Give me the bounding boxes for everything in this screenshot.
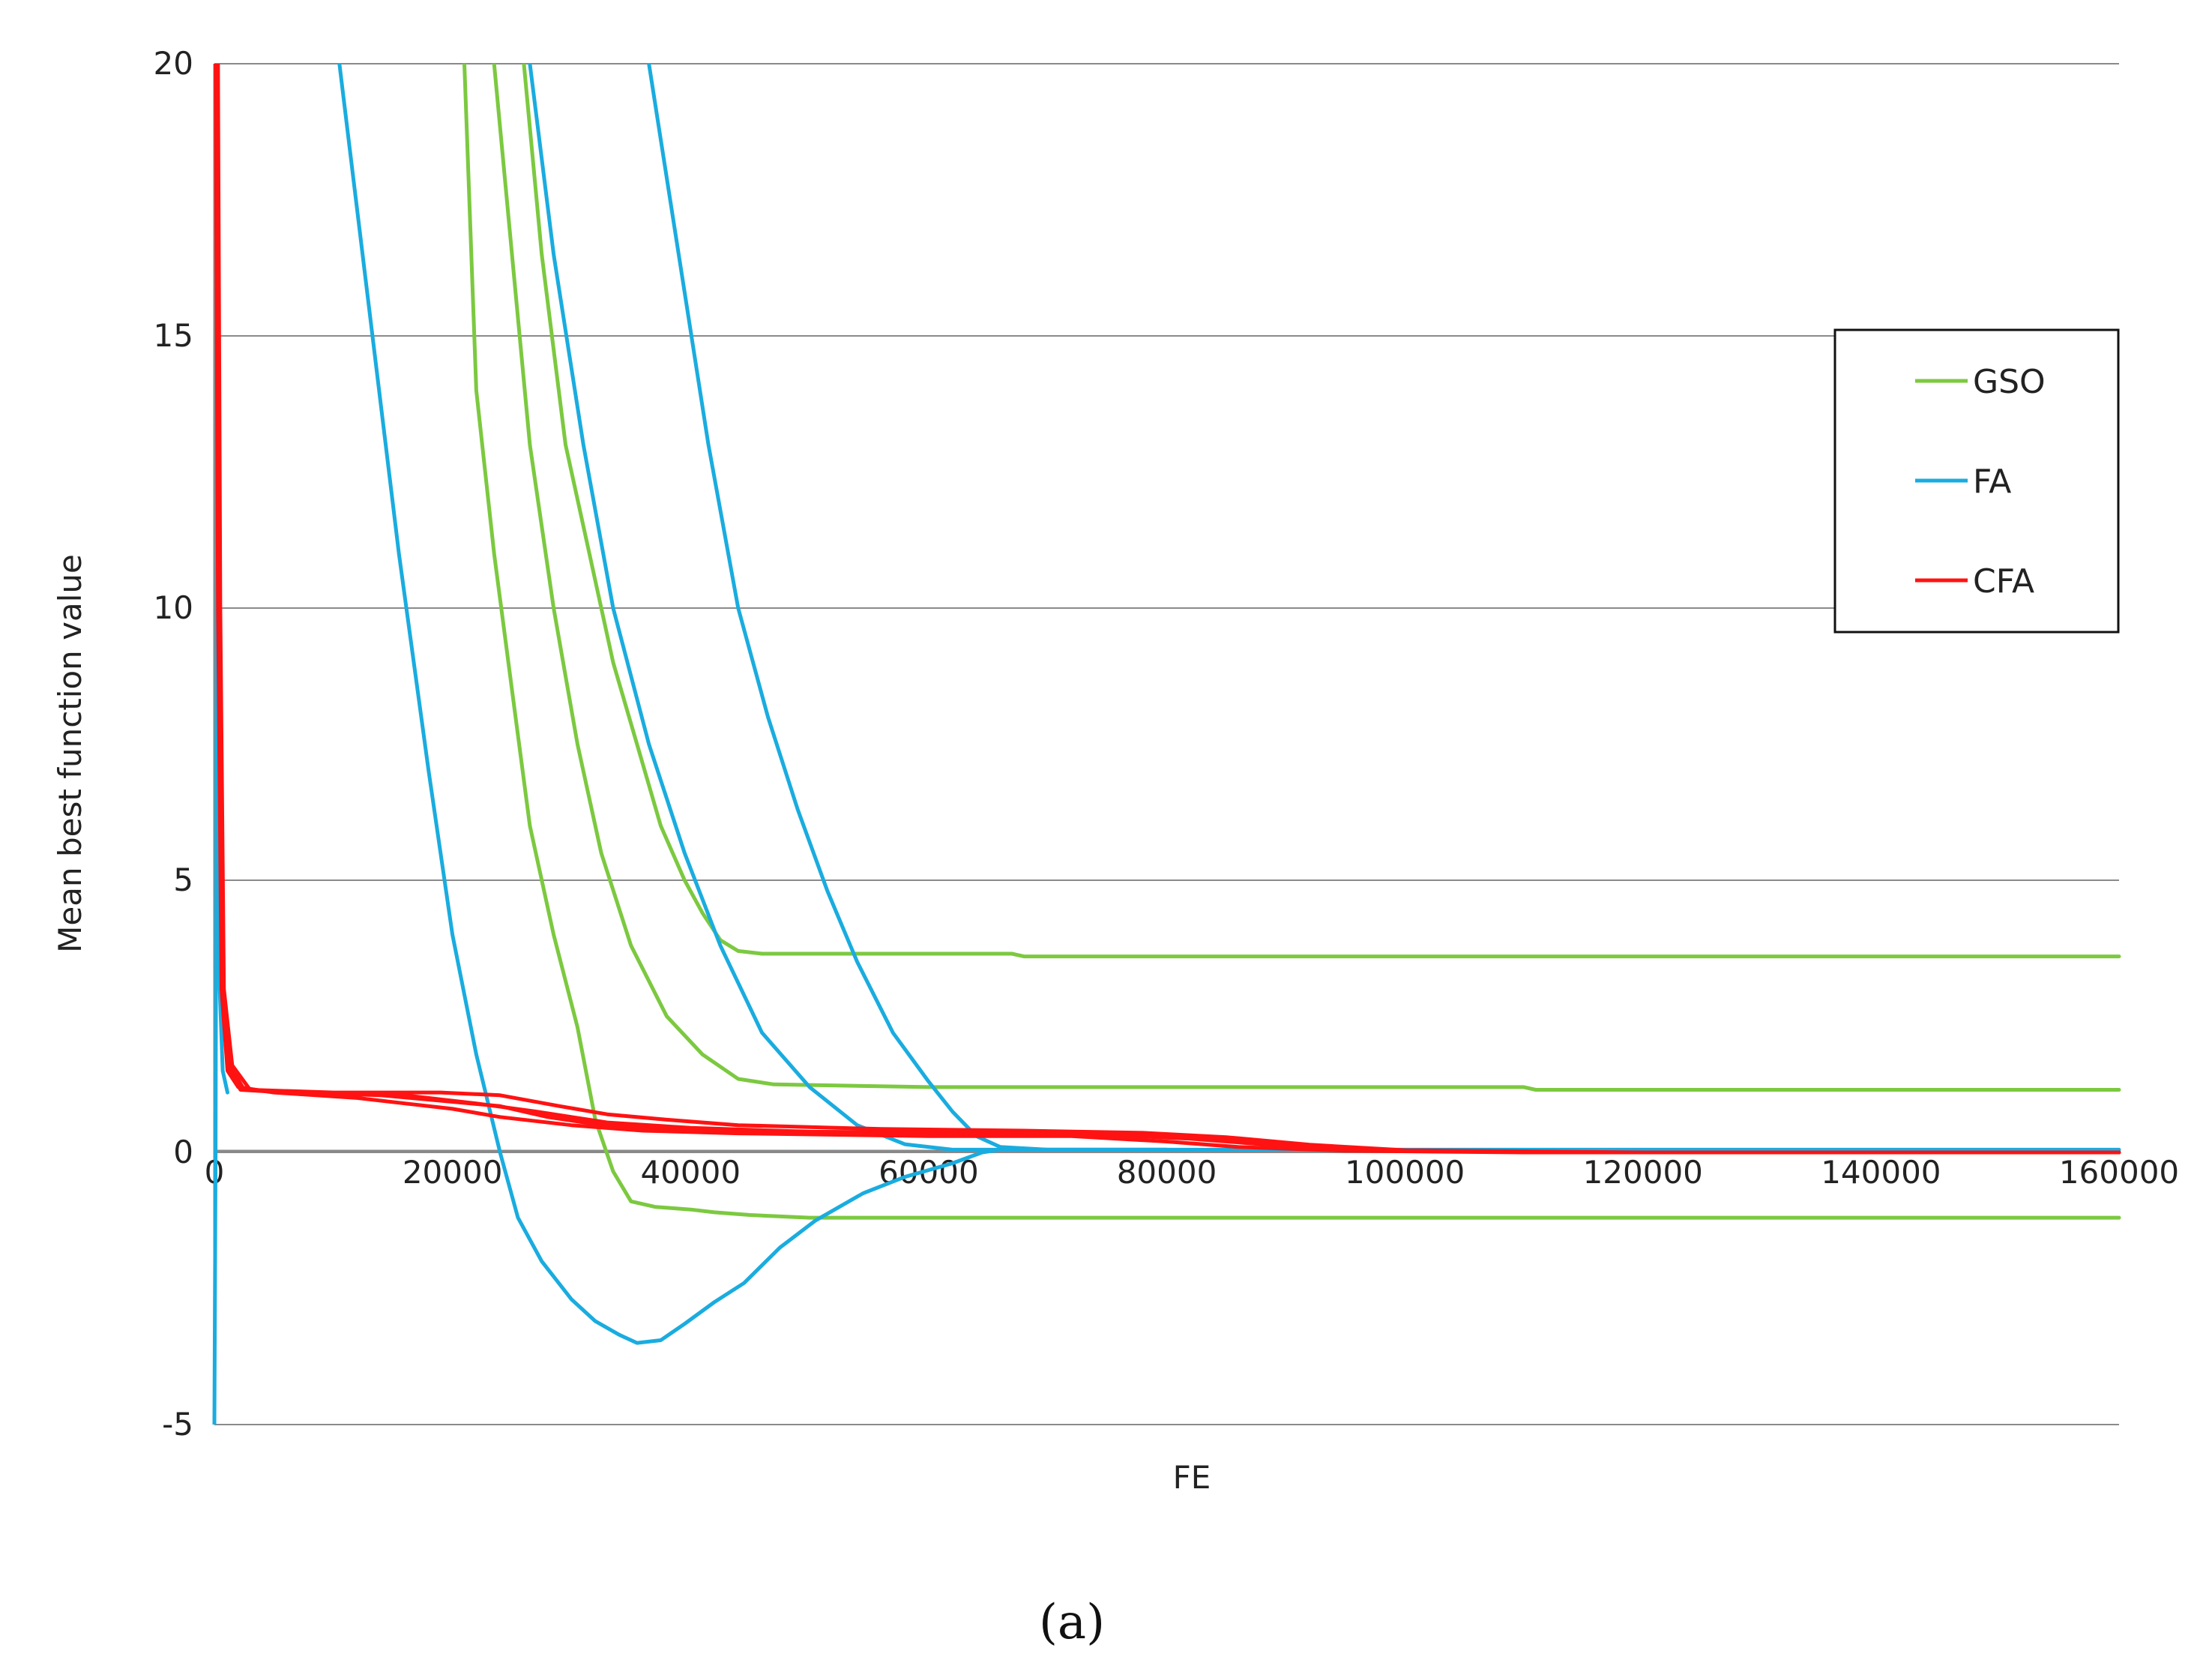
series-line-fa [528, 64, 1169, 1152]
y-tick-labels: 20 15 10 5 0 -5 [154, 45, 193, 1443]
series-line-cfa [216, 64, 2121, 1155]
x-tick-label: 160000 [2059, 1154, 2179, 1191]
y-tick-label: 5 [173, 861, 193, 898]
x-tick-labels: 0 20000 40000 60000 80000 100000 120000 140000 1… [205, 1154, 2180, 1191]
y-tick-label: 0 [173, 1134, 193, 1170]
series-line-gso [492, 64, 2121, 1092]
y-tick-label: 10 [154, 589, 193, 626]
series-line-fa [337, 64, 2121, 1345]
legend-box [1833, 328, 2120, 634]
y-tick-label: 15 [154, 317, 193, 354]
series-line-gso [522, 64, 2121, 959]
x-tick-label: 40000 [640, 1154, 741, 1191]
y-tick-label: -5 [162, 1406, 193, 1443]
legend-label-cfa: CFA [1973, 562, 2034, 601]
panel-label: (a) [1039, 1595, 1105, 1650]
x-axis-title: FE [1173, 1459, 1211, 1496]
legend: GSO FA CFA [1833, 328, 2120, 634]
gridlines [214, 63, 2119, 1425]
series-lines [212, 64, 2121, 1425]
series-line-gso [462, 64, 2121, 1220]
x-tick-label: 100000 [1345, 1154, 1465, 1191]
legend-label-fa: FA [1973, 463, 2011, 501]
series-line-cfa [214, 64, 2121, 1155]
series-line-cfa [214, 64, 2121, 1155]
x-tick-label: 120000 [1583, 1154, 1703, 1191]
y-tick-label: 20 [154, 45, 193, 82]
x-tick-label: 20000 [403, 1154, 503, 1191]
y-axis-title: Mean best function value [52, 554, 88, 953]
x-tick-label: 80000 [1117, 1154, 1217, 1191]
legend-label-gso: GSO [1973, 363, 2046, 401]
series-line-fa [647, 64, 1169, 1152]
x-tick-label: 140000 [1821, 1154, 1941, 1191]
